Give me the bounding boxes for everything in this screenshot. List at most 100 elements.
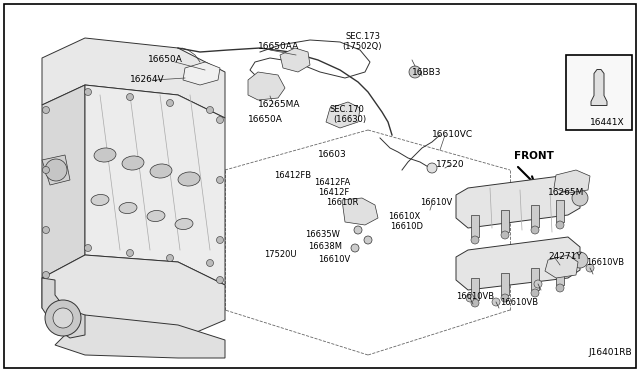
Circle shape — [216, 276, 223, 283]
Circle shape — [492, 298, 500, 306]
Text: 16610X: 16610X — [388, 212, 420, 221]
Text: 16610V: 16610V — [420, 198, 452, 207]
Polygon shape — [55, 315, 225, 358]
Text: 16412FB: 16412FB — [274, 171, 311, 180]
Bar — [531, 268, 539, 290]
Bar — [556, 200, 564, 222]
Text: SEC.170: SEC.170 — [330, 105, 365, 114]
Text: 16441X: 16441X — [590, 118, 625, 127]
Text: 16412F: 16412F — [318, 188, 349, 197]
Circle shape — [216, 176, 223, 183]
Ellipse shape — [119, 202, 137, 214]
Text: 16412FA: 16412FA — [314, 178, 350, 187]
Circle shape — [45, 300, 81, 336]
Circle shape — [84, 89, 92, 96]
Circle shape — [471, 236, 479, 244]
Circle shape — [354, 226, 362, 234]
Circle shape — [207, 106, 214, 113]
Ellipse shape — [150, 164, 172, 178]
Circle shape — [556, 284, 564, 292]
Text: 16650A: 16650A — [148, 55, 183, 64]
Circle shape — [534, 280, 542, 288]
Circle shape — [351, 244, 359, 252]
Text: 16610VB: 16610VB — [456, 292, 494, 301]
Ellipse shape — [178, 172, 200, 186]
Text: 16265MA: 16265MA — [258, 100, 301, 109]
Text: 16610VC: 16610VC — [432, 130, 473, 139]
Polygon shape — [42, 255, 225, 340]
Polygon shape — [456, 175, 580, 228]
Circle shape — [556, 221, 564, 229]
Bar — [471, 215, 479, 237]
Ellipse shape — [91, 195, 109, 206]
Circle shape — [166, 99, 173, 106]
Text: 16603: 16603 — [318, 150, 347, 159]
Polygon shape — [42, 155, 70, 185]
Text: J16401RB: J16401RB — [588, 348, 632, 357]
Text: 17520: 17520 — [436, 160, 465, 169]
Text: 16638M: 16638M — [308, 242, 342, 251]
Bar — [501, 273, 509, 295]
Text: 16610D: 16610D — [390, 222, 423, 231]
Circle shape — [45, 159, 67, 181]
Polygon shape — [85, 85, 225, 285]
Circle shape — [166, 254, 173, 262]
Circle shape — [127, 93, 134, 100]
Circle shape — [572, 252, 588, 268]
Text: 16650A: 16650A — [248, 115, 283, 124]
Ellipse shape — [94, 148, 116, 162]
Text: 17520U: 17520U — [264, 250, 296, 259]
Circle shape — [572, 190, 588, 206]
Circle shape — [409, 66, 421, 78]
Text: 16BB3: 16BB3 — [412, 68, 442, 77]
Text: 16265M: 16265M — [548, 188, 584, 197]
Text: (16630): (16630) — [333, 115, 366, 124]
Circle shape — [466, 294, 474, 302]
Polygon shape — [456, 237, 580, 290]
Polygon shape — [554, 170, 590, 193]
Bar — [471, 278, 479, 300]
Circle shape — [127, 250, 134, 257]
Text: 16610VB: 16610VB — [586, 258, 624, 267]
Text: 16610VB: 16610VB — [500, 298, 538, 307]
Circle shape — [471, 299, 479, 307]
Text: 16610V: 16610V — [318, 255, 350, 264]
Circle shape — [42, 106, 49, 113]
Circle shape — [531, 226, 539, 234]
Text: FRONT: FRONT — [514, 151, 554, 161]
Polygon shape — [183, 62, 220, 85]
Polygon shape — [342, 198, 378, 225]
Circle shape — [501, 294, 509, 302]
Bar — [566, 55, 632, 130]
Polygon shape — [248, 72, 285, 100]
Text: 16264V: 16264V — [130, 75, 164, 84]
Polygon shape — [280, 48, 310, 72]
Circle shape — [531, 289, 539, 297]
Circle shape — [216, 237, 223, 244]
Text: 16610R: 16610R — [326, 198, 358, 207]
Bar — [556, 263, 564, 285]
Circle shape — [42, 167, 49, 173]
Text: (17502Q): (17502Q) — [342, 42, 381, 51]
Text: 16650AA: 16650AA — [258, 42, 300, 51]
Polygon shape — [42, 278, 85, 338]
Ellipse shape — [122, 156, 144, 170]
Circle shape — [216, 116, 223, 124]
Circle shape — [53, 308, 73, 328]
Circle shape — [84, 244, 92, 251]
Circle shape — [586, 264, 594, 272]
Circle shape — [427, 163, 437, 173]
Ellipse shape — [175, 218, 193, 230]
Circle shape — [42, 227, 49, 234]
Circle shape — [42, 272, 49, 279]
Circle shape — [364, 236, 372, 244]
Ellipse shape — [147, 211, 165, 222]
Polygon shape — [326, 102, 360, 128]
Bar — [531, 205, 539, 227]
Text: 16635W: 16635W — [305, 230, 340, 239]
Polygon shape — [545, 255, 578, 278]
Text: SEC.173: SEC.173 — [345, 32, 380, 41]
Bar — [501, 210, 509, 232]
Polygon shape — [42, 38, 225, 118]
Text: 24271Y: 24271Y — [548, 252, 582, 261]
